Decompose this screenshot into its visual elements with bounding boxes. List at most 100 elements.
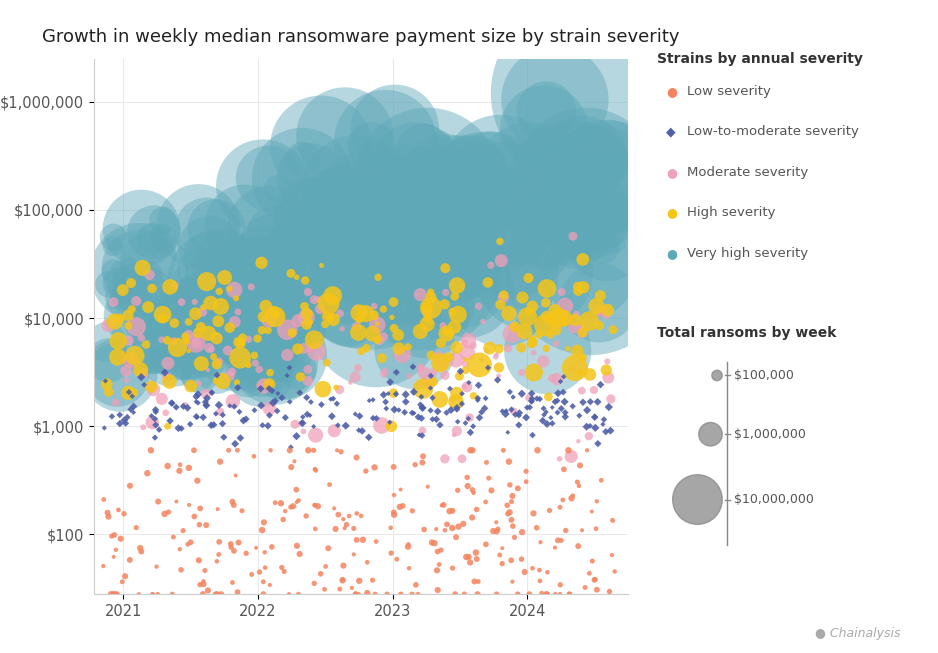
Point [274, 343, 289, 353]
Point [567, 363, 582, 374]
Point [587, 187, 602, 198]
Point [545, 315, 560, 325]
Point [202, 311, 217, 322]
Point [437, 525, 452, 535]
Point [348, 372, 363, 382]
Point [106, 266, 121, 276]
Point [376, 369, 391, 379]
Point [191, 378, 206, 389]
Point [461, 336, 476, 346]
Point [307, 334, 322, 345]
Point [165, 589, 180, 599]
Point [347, 248, 362, 259]
Point [253, 400, 268, 411]
Point [524, 388, 539, 398]
Text: ● Chainalysis: ● Chainalysis [815, 627, 900, 640]
Point [262, 410, 277, 421]
Point [405, 505, 420, 516]
Point [354, 511, 369, 521]
Point [227, 285, 242, 295]
Point [599, 235, 614, 246]
Point [290, 343, 305, 354]
Point [277, 566, 292, 577]
Point [598, 365, 613, 375]
Point [450, 417, 465, 427]
Point [321, 298, 336, 309]
Point [287, 210, 302, 221]
Point [308, 464, 323, 474]
Point [161, 507, 176, 517]
Point [564, 493, 579, 503]
Point [131, 589, 146, 599]
Point [118, 418, 133, 428]
Point [145, 589, 160, 599]
Point [262, 315, 277, 325]
Point [384, 522, 399, 533]
Point [319, 357, 334, 368]
Point [207, 337, 222, 347]
Point [325, 314, 340, 325]
Point [465, 421, 480, 432]
Point [515, 527, 530, 537]
Point [308, 524, 323, 534]
Point [492, 236, 507, 247]
Point [456, 518, 471, 529]
Point [296, 343, 311, 354]
Point [520, 402, 535, 413]
Point [188, 287, 203, 298]
Point [426, 376, 441, 387]
Point [446, 204, 461, 214]
Point [201, 585, 216, 596]
Point [340, 268, 355, 278]
Point [172, 466, 187, 476]
Point [338, 246, 353, 257]
Point [227, 317, 242, 327]
Point [97, 494, 112, 505]
Point [588, 524, 603, 534]
Point [293, 387, 308, 398]
Point [506, 521, 521, 532]
Point [400, 245, 415, 255]
Point [282, 362, 297, 373]
Point [225, 496, 240, 507]
Point [217, 272, 232, 283]
Point [514, 389, 529, 399]
Point [160, 461, 175, 471]
Point [413, 362, 428, 373]
Point [454, 398, 469, 409]
Point [320, 311, 335, 322]
Point [198, 389, 213, 399]
Point [336, 560, 351, 571]
Point [552, 454, 567, 464]
Point [295, 173, 310, 183]
Point [596, 243, 611, 253]
Point [397, 407, 412, 417]
Point [278, 412, 293, 422]
Point [176, 340, 191, 350]
Point [170, 342, 185, 353]
Point [213, 276, 228, 287]
Point [468, 547, 483, 558]
Point [460, 382, 475, 392]
Point [415, 425, 430, 436]
Point [494, 543, 509, 554]
Point [211, 400, 226, 410]
Point [582, 421, 598, 431]
Point [169, 496, 184, 507]
Text: Strains by annual severity: Strains by annual severity [657, 52, 862, 66]
Point [249, 543, 264, 553]
Point [303, 397, 318, 407]
Point [215, 419, 230, 429]
Point [116, 415, 131, 426]
Point [190, 389, 205, 400]
Point [154, 394, 169, 404]
Point [545, 373, 560, 383]
Point [418, 310, 433, 321]
Point [284, 308, 299, 319]
Point [198, 397, 213, 407]
Point [442, 328, 457, 338]
Point [193, 322, 208, 332]
Point [552, 502, 567, 513]
Point [431, 406, 446, 417]
Point [152, 424, 167, 435]
